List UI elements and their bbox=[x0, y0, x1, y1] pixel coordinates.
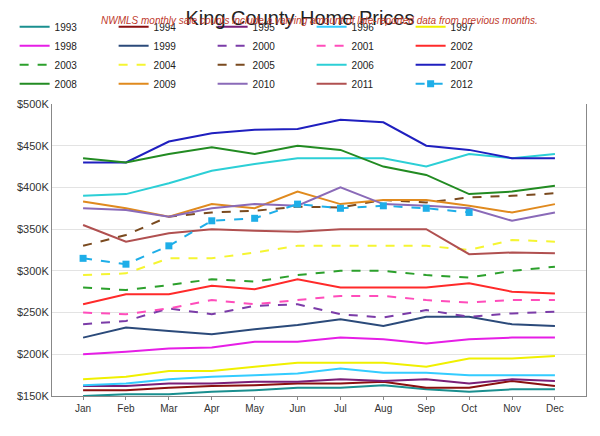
svg-text:$300K: $300K bbox=[17, 265, 49, 277]
svg-text:2005: 2005 bbox=[253, 60, 276, 71]
svg-text:Apr: Apr bbox=[204, 403, 220, 414]
svg-text:2011: 2011 bbox=[352, 79, 374, 90]
svg-text:Feb: Feb bbox=[117, 403, 135, 414]
svg-text:Oct: Oct bbox=[461, 403, 477, 414]
svg-text:$200K: $200K bbox=[17, 348, 49, 360]
svg-text:2004: 2004 bbox=[154, 60, 177, 71]
svg-text:Jun: Jun bbox=[289, 403, 305, 414]
svg-text:$250K: $250K bbox=[17, 306, 49, 318]
svg-text:1999: 1999 bbox=[154, 41, 177, 52]
svg-text:1994: 1994 bbox=[154, 22, 177, 33]
svg-text:NWMLS monthly sale counts incl: NWMLS monthly sale counts include a vary… bbox=[101, 15, 538, 26]
svg-text:2002: 2002 bbox=[451, 41, 474, 52]
svg-text:1996: 1996 bbox=[352, 22, 375, 33]
svg-text:$400K: $400K bbox=[17, 181, 49, 193]
svg-text:2010: 2010 bbox=[253, 79, 276, 90]
svg-text:2006: 2006 bbox=[352, 60, 375, 71]
svg-text:2003: 2003 bbox=[55, 60, 78, 71]
svg-text:Mar: Mar bbox=[160, 403, 178, 414]
svg-text:$450K: $450K bbox=[17, 140, 49, 152]
svg-text:May: May bbox=[245, 403, 264, 414]
svg-text:2007: 2007 bbox=[451, 60, 474, 71]
svg-text:Dec: Dec bbox=[546, 403, 564, 414]
svg-text:1998: 1998 bbox=[55, 41, 78, 52]
svg-text:Aug: Aug bbox=[374, 403, 392, 414]
svg-text:1995: 1995 bbox=[253, 22, 276, 33]
svg-text:2008: 2008 bbox=[55, 79, 78, 90]
svg-text:Nov: Nov bbox=[503, 403, 521, 414]
svg-text:$350K: $350K bbox=[17, 223, 49, 235]
svg-text:2001: 2001 bbox=[352, 41, 375, 52]
svg-text:1997: 1997 bbox=[451, 22, 474, 33]
svg-text:2012: 2012 bbox=[451, 79, 474, 90]
svg-text:2000: 2000 bbox=[253, 41, 276, 52]
svg-text:King County Home Prices: King County Home Prices bbox=[186, 7, 415, 29]
svg-text:$500K: $500K bbox=[17, 98, 49, 110]
svg-text:Sep: Sep bbox=[417, 403, 435, 414]
svg-text:2009: 2009 bbox=[154, 79, 177, 90]
svg-text:Jul: Jul bbox=[334, 403, 347, 414]
svg-text:1993: 1993 bbox=[55, 22, 78, 33]
svg-text:$150K: $150K bbox=[17, 390, 49, 402]
svg-text:Jan: Jan bbox=[75, 403, 91, 414]
